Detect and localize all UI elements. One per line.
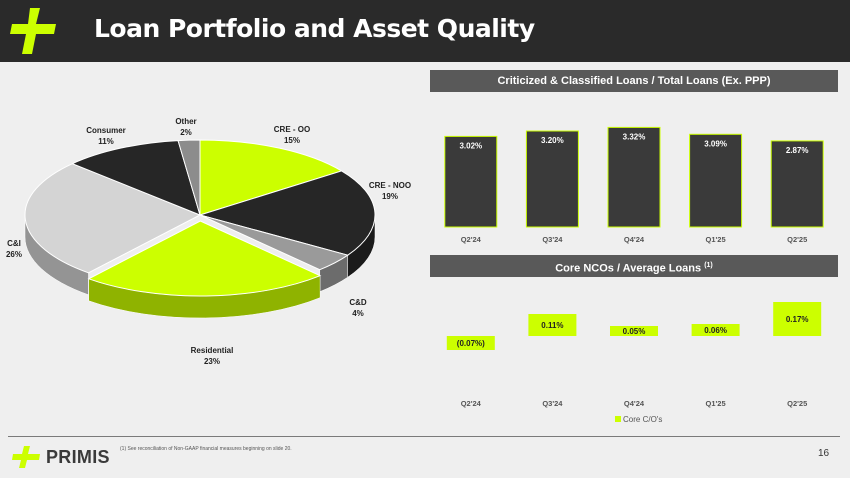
footnote: (1) See reconciliation of Non-GAAP finan…	[120, 446, 292, 452]
pie-value-5: 11%	[98, 137, 114, 146]
footer-brand: PRIMIS	[46, 447, 110, 467]
pie-slice-3	[87, 220, 322, 297]
nco-bar-2	[610, 326, 658, 336]
pie-slice-6	[177, 139, 201, 216]
primis-plus-logo	[10, 8, 56, 54]
header-bar	[0, 0, 850, 62]
criticized-value-2: 3.32%	[623, 132, 646, 141]
nco-value-1: 0.11%	[541, 321, 563, 330]
criticized-bar-3	[689, 133, 743, 228]
pie-value-1: 19%	[382, 192, 398, 201]
pie-label-4: C&I	[7, 239, 21, 248]
criticized-xtick-3: Q1'25	[706, 235, 726, 244]
criticized-value-3: 3.09%	[704, 139, 727, 148]
nco-panel-title-sup: (1)	[704, 262, 713, 269]
pie-value-2: 4%	[352, 309, 364, 318]
nco-legend-label: Core C/O's	[623, 415, 662, 424]
pie-label-0: CRE - OO	[274, 125, 310, 134]
nco-panel-title-text: Core NCOs / Average Loans	[555, 262, 702, 275]
criticized-bar-0	[444, 135, 498, 228]
primis-footer-logo	[12, 446, 40, 468]
nco-value-3: 0.06%	[704, 326, 727, 335]
pie-value-6: 2%	[180, 128, 192, 137]
pie-value-3: 23%	[204, 357, 220, 366]
nco-legend-swatch	[615, 416, 621, 422]
nco-bar-0	[446, 336, 495, 350]
pie-label-1: CRE - NOO	[369, 181, 411, 190]
nco-bar-3	[691, 324, 740, 336]
criticized-xtick-4: Q2'25	[787, 235, 807, 244]
nco-xtick-4: Q2'25	[787, 399, 807, 408]
pie-label-2: C&D	[349, 298, 367, 307]
page-number: 16	[818, 448, 830, 459]
pie-label-6: Other	[175, 117, 196, 126]
pie-label-3: Residential	[191, 346, 234, 355]
criticized-bar-1	[525, 130, 579, 228]
pie-slice-1	[198, 170, 376, 256]
nco-xtick-3: Q1'25	[706, 399, 726, 408]
nco-value-0: (0.07%)	[457, 339, 485, 348]
pie-label-5: Consumer	[86, 126, 126, 135]
pie-slice-5	[71, 140, 201, 216]
criticized-bar-4	[770, 140, 824, 228]
footer-divider	[8, 436, 840, 437]
criticized-value-0: 3.02%	[459, 141, 482, 150]
pie-value-4: 26%	[6, 250, 22, 259]
nco-xtick-0: Q2'24	[461, 399, 482, 408]
nco-bar-1	[528, 314, 577, 336]
criticized-xtick-2: Q4'24	[624, 235, 645, 244]
criticized-bar-2	[607, 126, 661, 228]
nco-panel-title: Core NCOs / Average Loans (1)	[430, 255, 838, 277]
pie-slice-0	[199, 139, 343, 216]
nco-xtick-1: Q3'24	[542, 399, 563, 408]
criticized-value-4: 2.87%	[786, 146, 809, 155]
criticized-xtick-0: Q2'24	[461, 235, 482, 244]
criticized-value-1: 3.20%	[541, 136, 564, 145]
criticized-panel-title: Criticized & Classified Loans / Total Lo…	[430, 70, 838, 92]
pie-slice-2	[199, 214, 349, 271]
page-title: Loan Portfolio and Asset Quality	[94, 14, 535, 43]
pie-value-0: 15%	[284, 136, 300, 145]
nco-value-2: 0.05%	[623, 327, 646, 336]
nco-value-4: 0.17%	[786, 315, 809, 324]
nco-bar-4	[773, 302, 822, 336]
criticized-xtick-1: Q3'24	[542, 235, 563, 244]
pie-slice-4	[24, 163, 202, 274]
nco-xtick-2: Q4'24	[624, 399, 645, 408]
